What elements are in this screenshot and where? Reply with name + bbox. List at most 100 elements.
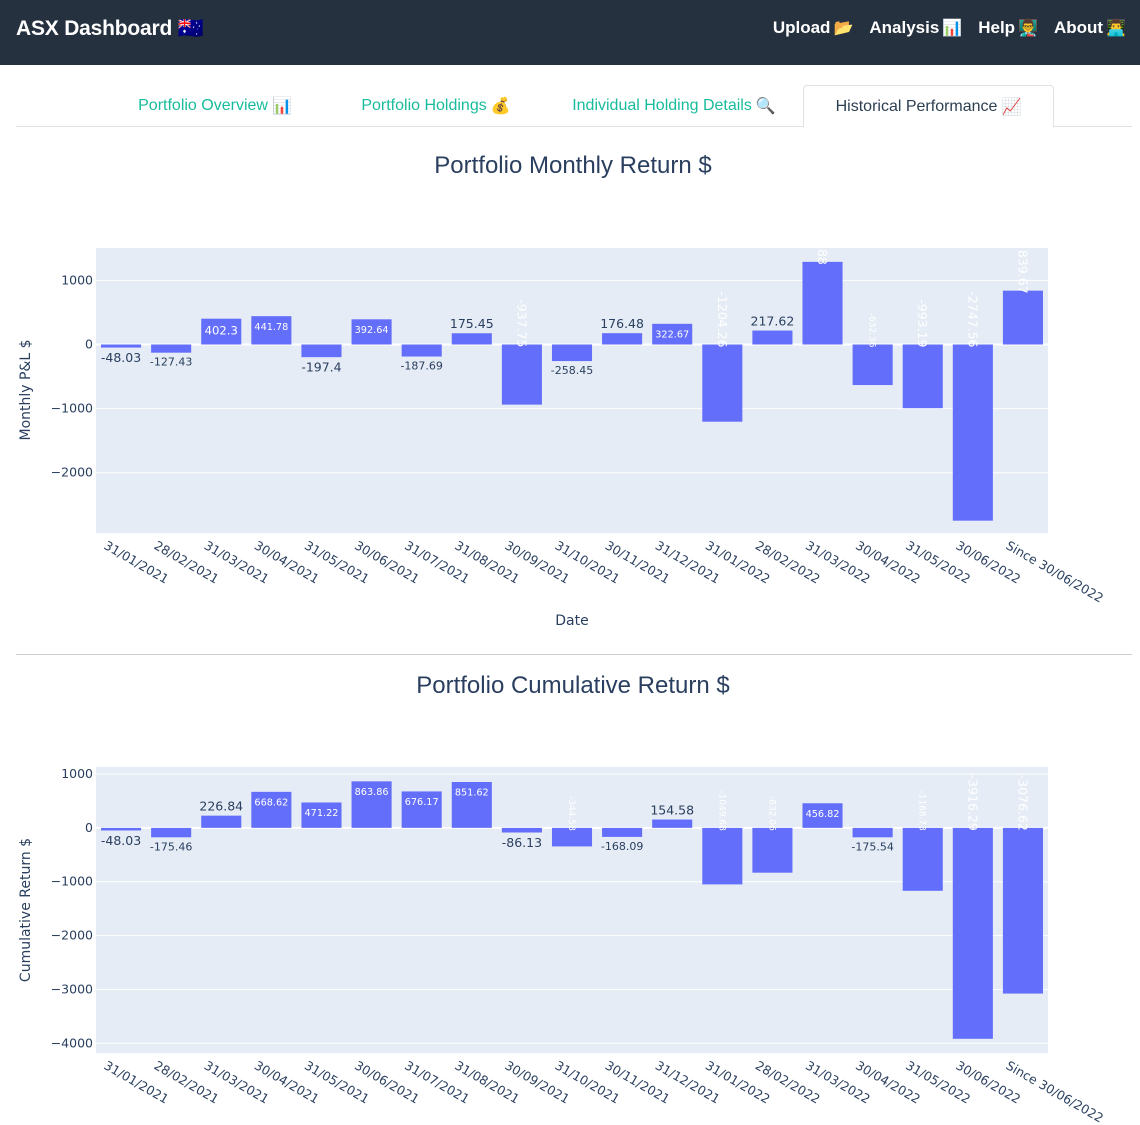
bar[interactable] [702, 344, 743, 422]
bar[interactable] [752, 330, 793, 345]
bar-chart-icon: 📊 [271, 98, 292, 115]
bar-data-label: -1168.73 [917, 790, 927, 830]
bar[interactable] [902, 827, 943, 891]
bar-data-label: 1288.88 [815, 213, 830, 265]
brand[interactable]: ASX Dashboard 🇦🇺 [16, 17, 204, 41]
bar[interactable] [251, 316, 292, 345]
bar[interactable] [151, 344, 192, 353]
brand-title: ASX Dashboard [16, 17, 173, 40]
bar[interactable] [551, 344, 593, 362]
bar-data-label: 456.82 [806, 809, 840, 820]
bar-data-label: 154.58 [650, 803, 694, 818]
money-bag-icon: 💰 [490, 98, 511, 115]
bar-data-label: -344.58 [566, 796, 576, 831]
bar[interactable] [151, 827, 192, 838]
x-axis-label: Date [555, 613, 588, 629]
bar-data-label: -175.54 [851, 840, 893, 853]
nav-link-about-label: About [1053, 18, 1104, 37]
bar[interactable] [401, 791, 442, 828]
nav-links: Upload 📂 Analysis 📊 Help 👨‍🏫 About 👨‍💻 [773, 18, 1126, 38]
bar-data-label: -48.03 [101, 350, 141, 365]
bar-data-label: -632.36 [867, 313, 877, 348]
bar[interactable] [251, 791, 292, 828]
nav-link-upload[interactable]: Upload 📂 [773, 18, 854, 38]
bar[interactable] [301, 344, 342, 358]
monthly-return-chart: Portfolio Monthly Return $ 1000 0 −1000 −20… [18, 152, 1107, 629]
bar[interactable] [501, 344, 542, 405]
bar[interactable] [752, 827, 793, 873]
tab-portfolio-holdings-label: Portfolio Holdings [361, 97, 487, 114]
bar-data-label: -86.13 [502, 835, 542, 850]
bar-data-label: -993.19 [915, 299, 930, 347]
bar[interactable] [201, 815, 242, 828]
bar[interactable] [451, 781, 492, 828]
nav-link-about[interactable]: About 👨‍💻 [1054, 18, 1126, 38]
bar[interactable] [301, 802, 342, 828]
bar[interactable] [351, 781, 392, 828]
bar-data-label: -258.45 [551, 364, 593, 377]
folder-icon: 📂 [833, 20, 854, 37]
plot-area [96, 248, 1048, 533]
tab-portfolio-holdings[interactable]: Portfolio Holdings 💰 [336, 85, 536, 127]
tab-portfolio-overview-label: Portfolio Overview [138, 97, 268, 114]
bar[interactable] [952, 827, 993, 1039]
bar-data-label: 676.17 [405, 797, 439, 808]
nav-link-analysis-label: Analysis [869, 18, 940, 37]
bar-data-label: 402.3 [205, 323, 238, 337]
bar[interactable] [101, 827, 142, 831]
bar-data-label: -937.75 [514, 299, 529, 347]
chart-title: Portfolio Monthly Return $ [434, 152, 711, 179]
y-tick-label: −2000 [51, 928, 93, 943]
bar-data-label: 176.48 [600, 316, 644, 331]
bar[interactable] [101, 344, 142, 348]
bar[interactable] [602, 333, 643, 345]
y-ticks: 1000 0 −1000 −2000 [51, 272, 93, 479]
bar-data-label: -1204.26 [715, 291, 730, 347]
bar[interactable] [652, 819, 693, 828]
bar[interactable] [201, 318, 242, 345]
y-tick-label: −1000 [51, 874, 93, 889]
bar[interactable] [802, 803, 843, 828]
bar[interactable] [702, 827, 743, 885]
bar[interactable] [451, 333, 492, 345]
bar[interactable] [902, 344, 943, 409]
nav-link-upload-label: Upload [772, 18, 831, 37]
bar[interactable] [401, 344, 442, 357]
tab-individual-holding-details-label: Individual Holding Details [572, 97, 752, 114]
bar[interactable] [652, 323, 693, 345]
tab-historical-performance[interactable]: Historical Performance 📈 [803, 85, 1054, 128]
chart-divider [16, 654, 1132, 655]
bar-data-label: -832.06 [766, 796, 776, 831]
bars: -48.03 -127.43 402.3 441.78 -197.4 392.64 -187… [101, 213, 1043, 521]
bar-data-label: -48.03 [101, 833, 141, 848]
nav-link-help[interactable]: Help 👨‍🏫 [978, 18, 1038, 38]
bar-data-label: -3076.62 [1015, 775, 1030, 831]
bar[interactable] [1002, 827, 1043, 994]
nav-link-help-label: Help [978, 18, 1016, 37]
bar-data-label: 471.22 [305, 808, 339, 819]
x-ticks: 31/01/202128/02/202131/03/202130/04/2021… [102, 1058, 1107, 1125]
y-tick-label: 0 [85, 820, 93, 835]
bar[interactable] [852, 827, 893, 838]
bar[interactable] [602, 827, 643, 837]
bar[interactable] [551, 827, 593, 847]
x-ticks: 31/01/202128/02/202131/03/202130/04/2021… [102, 538, 1107, 606]
y-axis-label: Cumulative Return $ [18, 838, 34, 982]
bar[interactable] [351, 319, 392, 345]
bar[interactable] [952, 344, 993, 521]
bar-data-label: -1049.68 [716, 790, 726, 831]
bar-data-label: 441.78 [254, 322, 288, 333]
bar[interactable] [802, 261, 843, 345]
nav-link-analysis[interactable]: Analysis 📊 [869, 18, 962, 38]
tab-portfolio-overview[interactable]: Portfolio Overview 📊 [112, 85, 318, 127]
bar-data-label: 839.67 [1015, 250, 1030, 294]
bar[interactable] [1002, 290, 1043, 345]
bar[interactable] [501, 827, 542, 833]
chart-title: Portfolio Cumulative Return $ [416, 672, 729, 699]
bar-data-label: 175.45 [450, 316, 494, 331]
teacher-icon: 👨‍🏫 [1018, 20, 1038, 37]
bar-data-label: -127.43 [150, 356, 192, 369]
bar[interactable] [852, 344, 893, 386]
bar-data-label: -2747.56 [965, 291, 980, 347]
tab-individual-holding-details[interactable]: Individual Holding Details 🔍 [554, 85, 794, 127]
